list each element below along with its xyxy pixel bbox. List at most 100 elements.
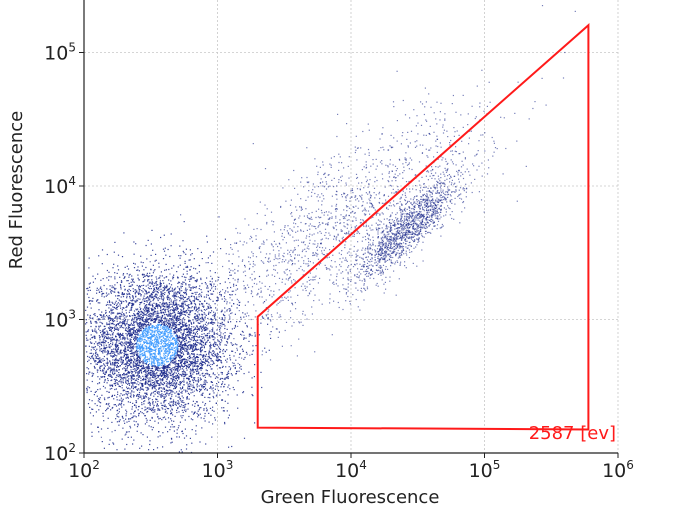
data-point <box>200 378 202 380</box>
data-point <box>129 359 131 361</box>
data-point <box>109 371 111 373</box>
data-point <box>144 353 146 355</box>
data-point <box>191 347 194 349</box>
data-point <box>189 368 191 370</box>
data-point <box>131 366 133 368</box>
data-point <box>166 318 168 320</box>
data-point <box>198 409 200 411</box>
data-point <box>176 291 178 293</box>
data-point <box>168 350 170 352</box>
data-point <box>104 316 106 318</box>
data-point <box>170 233 172 235</box>
data-point <box>158 333 160 335</box>
data-point <box>108 345 110 347</box>
data-point <box>124 351 126 353</box>
data-point <box>110 318 112 320</box>
data-point <box>174 288 176 291</box>
data-point <box>137 266 139 268</box>
data-point <box>132 402 134 404</box>
data-point <box>169 314 172 316</box>
data-point <box>196 390 198 392</box>
data-point <box>143 334 145 336</box>
data-point <box>229 309 232 311</box>
data-point <box>180 285 182 287</box>
data-point <box>146 411 148 413</box>
data-point <box>170 377 172 379</box>
data-point <box>184 292 186 294</box>
data-point <box>120 288 122 290</box>
data-point <box>112 327 114 329</box>
data-point <box>135 342 137 345</box>
data-point <box>208 307 210 309</box>
data-point <box>105 312 107 314</box>
data-point <box>182 296 184 298</box>
data-point <box>144 341 147 343</box>
data-point <box>109 329 111 331</box>
data-point <box>115 346 118 348</box>
data-point <box>188 278 190 280</box>
data-point <box>141 345 144 348</box>
data-point <box>130 341 132 343</box>
data-point <box>156 326 158 328</box>
data-point <box>176 375 178 377</box>
data-point <box>204 412 206 415</box>
data-point <box>169 385 171 387</box>
data-point <box>225 390 227 392</box>
data-point <box>186 382 188 384</box>
data-point <box>121 293 123 295</box>
data-point <box>157 358 159 361</box>
data-point <box>142 319 144 321</box>
data-point <box>173 321 175 323</box>
data-point <box>181 409 183 411</box>
data-point <box>98 409 100 411</box>
data-point <box>176 351 178 353</box>
data-point <box>125 397 127 399</box>
data-point <box>103 325 105 327</box>
data-point <box>202 385 204 388</box>
data-point <box>202 355 204 357</box>
data-point <box>218 216 220 218</box>
data-point <box>186 350 188 353</box>
data-point <box>132 364 134 366</box>
data-point <box>192 349 194 351</box>
data-point <box>154 352 156 354</box>
data-point <box>168 403 170 405</box>
data-point <box>162 334 164 336</box>
data-point <box>151 283 153 285</box>
data-point <box>144 371 147 373</box>
data-point <box>85 345 87 347</box>
data-point <box>128 344 130 346</box>
data-point <box>225 359 227 361</box>
data-point <box>152 329 154 331</box>
data-point <box>161 323 163 325</box>
data-point <box>222 348 225 351</box>
data-point <box>184 310 186 312</box>
data-point <box>201 365 203 367</box>
data-point <box>175 330 178 332</box>
data-point <box>179 381 181 383</box>
data-point <box>185 292 187 294</box>
data-point <box>151 336 153 338</box>
data-point <box>231 305 233 307</box>
data-point <box>211 353 213 355</box>
data-point <box>214 317 216 319</box>
data-point <box>140 336 142 338</box>
data-point <box>88 373 90 375</box>
data-point <box>166 358 168 360</box>
data-point <box>135 291 137 293</box>
data-point <box>156 287 158 289</box>
data-point <box>204 317 206 319</box>
data-point <box>101 290 103 292</box>
data-point <box>200 358 202 360</box>
data-point <box>141 319 143 321</box>
data-point <box>147 321 149 323</box>
data-point <box>123 337 125 340</box>
data-point <box>106 359 109 361</box>
data-point <box>161 349 163 351</box>
data-point <box>138 393 140 396</box>
data-point <box>164 247 166 249</box>
data-point <box>204 403 207 405</box>
data-point <box>104 347 106 349</box>
data-point <box>176 368 178 370</box>
data-point <box>183 276 186 278</box>
